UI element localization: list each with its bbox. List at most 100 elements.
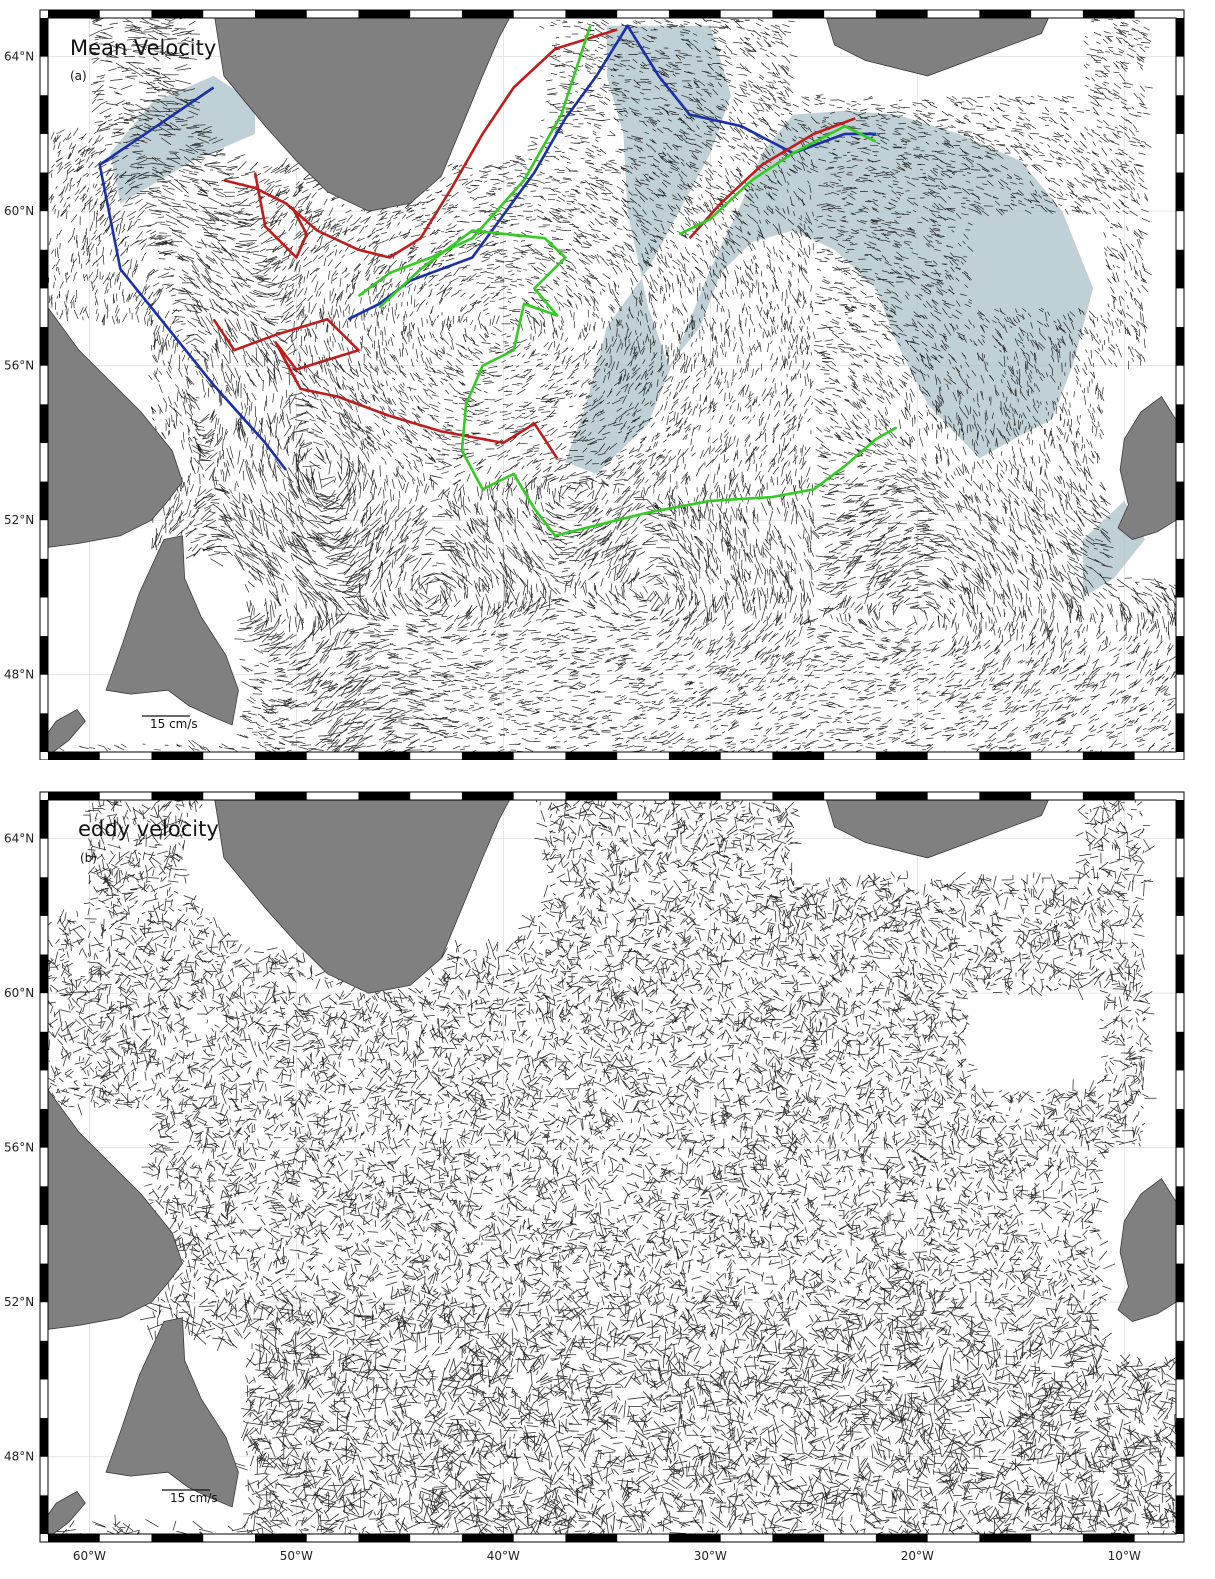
frame-block	[40, 481, 48, 521]
frame-block	[40, 713, 48, 752]
panel-tag: (b)	[80, 851, 97, 865]
lon-tick-label: 60°W	[73, 1549, 106, 1563]
frame-block	[254, 752, 307, 760]
frame-block	[772, 10, 825, 18]
lat-tick-label: 52°N	[4, 513, 34, 527]
frame-block	[40, 1031, 48, 1071]
frame-block	[461, 752, 514, 760]
landmass	[48, 708, 86, 752]
track-red	[212, 318, 559, 460]
frame-block	[48, 1534, 100, 1542]
track-red	[253, 172, 308, 259]
landmass	[214, 18, 511, 212]
frame-block	[40, 249, 48, 289]
frame-block	[772, 1534, 825, 1542]
frame-block	[40, 172, 48, 212]
frame-block	[1176, 1263, 1184, 1303]
landmass	[825, 18, 1049, 77]
panel-title: eddy velocity	[78, 817, 219, 841]
frame-block	[772, 792, 825, 800]
frame-block	[48, 752, 100, 760]
frame-block	[1176, 18, 1184, 57]
frame-block	[979, 752, 1032, 760]
track-blue	[98, 86, 288, 471]
frame-block	[875, 792, 928, 800]
frame-block	[40, 954, 48, 994]
frame-block	[1176, 481, 1184, 521]
frame-block	[565, 10, 618, 18]
frame-block	[358, 792, 411, 800]
lon-tick-label: 40°W	[487, 1549, 520, 1563]
map-frame	[39, 9, 1185, 760]
landmass	[105, 535, 239, 726]
frame-block	[1176, 800, 1184, 839]
land	[48, 800, 1176, 1534]
lat-tick-label: 64°N	[4, 832, 34, 846]
panel-tag: (a)	[70, 69, 87, 83]
scale-label: 15 cm/s	[170, 1491, 218, 1505]
landmass	[48, 1490, 86, 1534]
frame-block	[151, 792, 204, 800]
frame-block	[40, 18, 48, 57]
frame-block	[1176, 636, 1184, 675]
frame-block	[1082, 792, 1135, 800]
frame-block	[1176, 1031, 1184, 1071]
frame-block	[461, 792, 514, 800]
track-blue	[347, 24, 876, 321]
landmass	[1117, 396, 1176, 540]
frame-block	[668, 752, 721, 760]
frame-block	[40, 404, 48, 443]
panel-eddy-velocity: 64°N 60°N 56°N 52°N 48°N 60°W 50°W 40°W 30°W 20°W…	[4, 791, 1185, 1563]
map-frame	[39, 791, 1185, 1543]
shelf-region	[565, 25, 1094, 474]
lat-tick-label: 60°N	[4, 204, 34, 218]
frame-block	[668, 10, 721, 18]
vector-segments	[48, 800, 1176, 1534]
frame-block	[151, 1534, 204, 1542]
shelf-region	[110, 75, 255, 204]
frame-block	[151, 10, 204, 18]
frame-block	[979, 10, 1032, 18]
frame-block	[565, 792, 618, 800]
lon-tick-label: 50°W	[280, 1549, 313, 1563]
frame-block	[1176, 172, 1184, 212]
lat-tick-label: 48°N	[4, 668, 34, 682]
float-tracks	[98, 24, 898, 537]
landmass	[825, 800, 1049, 859]
frame-block	[40, 800, 48, 839]
tick-labels: 64°N60°N56°N52°N48°N60°W50°W40°W30°W20°W…	[4, 50, 34, 682]
lon-tick-label: 30°W	[694, 1549, 727, 1563]
frame-block	[40, 1186, 48, 1225]
frame-block	[40, 877, 48, 916]
frame-block	[254, 10, 307, 18]
frame-block	[48, 10, 100, 18]
lat-tick-label: 60°N	[4, 986, 34, 1000]
frame-block	[668, 1534, 721, 1542]
map-layers: 64°N60°N56°N52°N48°N60°W50°W40°W30°W20°W…	[4, 9, 1185, 760]
frame-block	[875, 752, 928, 760]
landmass	[48, 1089, 183, 1330]
frame-block	[1082, 1534, 1135, 1542]
frame-block	[979, 792, 1032, 800]
frame-block	[40, 558, 48, 598]
track-green	[678, 124, 877, 236]
land	[48, 18, 1176, 752]
frame-block	[40, 1109, 48, 1148]
frame-block	[565, 752, 618, 760]
frame-block	[1176, 249, 1184, 289]
frame-block	[1176, 558, 1184, 598]
lon-tick-label: 20°W	[901, 1549, 934, 1563]
panel-title: Mean Velocity	[70, 36, 216, 60]
frame-block	[358, 752, 411, 760]
lat-tick-label: 64°N	[4, 50, 34, 64]
frame-block	[875, 1534, 928, 1542]
frame-block	[1176, 327, 1184, 366]
frame-block	[40, 95, 48, 134]
frame-block	[1176, 1340, 1184, 1380]
track-green	[357, 25, 592, 298]
track-red	[688, 117, 856, 240]
frame-block	[40, 1263, 48, 1303]
frame-block	[40, 327, 48, 366]
